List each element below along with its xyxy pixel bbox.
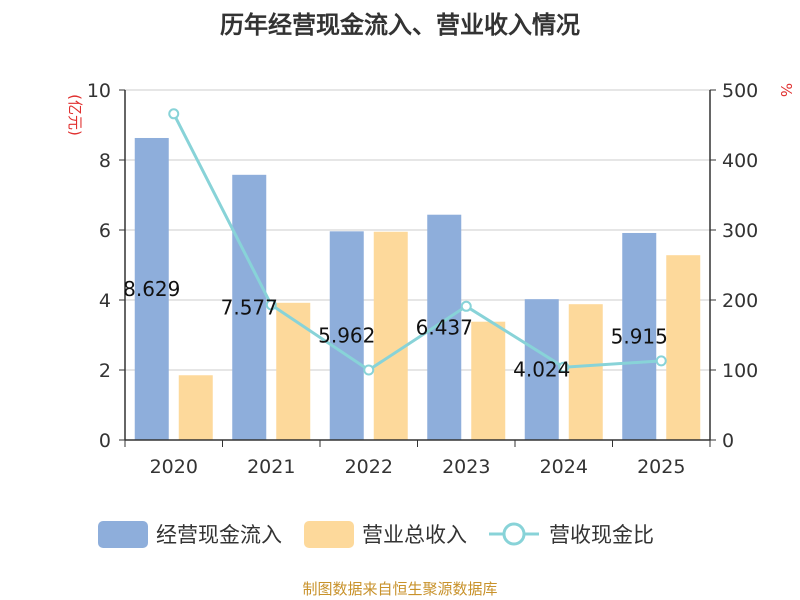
bar-revenue bbox=[276, 302, 311, 440]
bar-cash-inflow bbox=[524, 299, 559, 440]
bar-cash-inflow bbox=[232, 174, 267, 440]
ratio-line-path bbox=[172, 113, 662, 372]
x-tick-label: 2025 bbox=[637, 456, 685, 478]
gridlines bbox=[125, 89, 710, 371]
right-tick-label: 100 bbox=[722, 360, 758, 382]
ratio-point bbox=[363, 364, 375, 376]
bar-data-label: 5.915 bbox=[611, 324, 668, 348]
bar-revenue bbox=[568, 304, 603, 440]
x-tick-label: 2021 bbox=[247, 456, 295, 478]
bar-revenue bbox=[178, 375, 213, 440]
right-axis-label: % bbox=[777, 83, 795, 97]
ratio-point bbox=[168, 108, 180, 120]
bar-revenue bbox=[471, 321, 506, 440]
bar-revenue bbox=[373, 231, 408, 440]
x-tick-label: 2022 bbox=[345, 456, 393, 478]
ratio-line bbox=[168, 108, 667, 376]
ratio-point bbox=[655, 355, 667, 367]
bar-data-label: 5.962 bbox=[318, 324, 375, 348]
bar-data-label: 4.024 bbox=[513, 358, 570, 382]
bar-cash-inflow bbox=[622, 232, 657, 440]
bar-labels: 8.629 7.577 5.962 6.437 4.024 5.915 bbox=[123, 277, 668, 382]
left-tick-label: 4 bbox=[99, 290, 111, 312]
ratio-point bbox=[558, 361, 570, 373]
chart-title: 历年经营现金流入、营业收入情况 bbox=[220, 11, 580, 39]
right-tick-label: 500 bbox=[722, 80, 758, 102]
right-tick-label: 400 bbox=[722, 150, 758, 172]
legend-label: 营收现金比 bbox=[549, 523, 654, 547]
legend-swatch bbox=[304, 521, 354, 548]
bar-cash-inflow bbox=[329, 231, 364, 440]
x-tick-label: 2024 bbox=[540, 456, 588, 478]
right-tick-label: 0 bbox=[722, 430, 734, 452]
bars bbox=[134, 137, 701, 441]
left-tick-label: 0 bbox=[99, 430, 111, 452]
left-tick-label: 8 bbox=[99, 150, 111, 172]
ratio-point bbox=[265, 299, 277, 311]
legend-label: 经营现金流入 bbox=[156, 523, 282, 547]
ratio-point bbox=[460, 300, 472, 312]
left-tick-label: 10 bbox=[87, 80, 111, 102]
legend-label: 营业总收入 bbox=[362, 523, 467, 547]
x-tick-label: 2020 bbox=[150, 456, 198, 478]
legend-swatch-marker bbox=[502, 522, 526, 546]
source-note: 制图数据来自恒生聚源数据库 bbox=[302, 580, 497, 598]
bar-data-label: 8.629 bbox=[123, 277, 180, 301]
bar-cash-inflow bbox=[134, 137, 169, 441]
left-tick-label: 2 bbox=[99, 360, 111, 382]
left-tick-label: 6 bbox=[99, 220, 111, 242]
bar-data-label: 7.577 bbox=[221, 295, 278, 319]
right-tick-label: 300 bbox=[722, 220, 758, 242]
legend-swatch bbox=[98, 521, 148, 548]
left-axis-label: (亿元) bbox=[66, 94, 84, 136]
right-tick-label: 200 bbox=[722, 290, 758, 312]
bar-data-label: 6.437 bbox=[416, 315, 473, 339]
legend: 经营现金流入 营业总收入 营收现金比 bbox=[98, 521, 654, 548]
bar-revenue bbox=[666, 255, 701, 440]
x-tick-label: 2023 bbox=[442, 456, 490, 478]
